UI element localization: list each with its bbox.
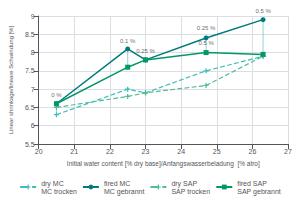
svg-text:Initial water content [% dry b: Initial water content [% dry base]/Anfan… [67, 160, 260, 168]
svg-text:9: 9 [31, 13, 35, 20]
svg-text:6: 6 [31, 122, 35, 129]
svg-text:26: 26 [248, 148, 256, 155]
svg-text:5.5: 5.5 [25, 141, 35, 148]
svg-text:20: 20 [35, 148, 43, 155]
svg-text:fired MC: fired MC [104, 180, 130, 187]
svg-text:8.5: 8.5 [25, 31, 35, 38]
svg-text:23: 23 [142, 148, 150, 155]
svg-text:Linear shrinkage/lineare Schwi: Linear shrinkage/lineare Schwindung [%] [8, 25, 14, 134]
svg-text:MC trocken: MC trocken [41, 188, 77, 195]
svg-text:6.5: 6.5 [25, 104, 35, 111]
svg-text:dry MC: dry MC [41, 180, 64, 188]
svg-text:SAP trocken: SAP trocken [171, 188, 210, 195]
svg-text:8: 8 [31, 49, 35, 56]
svg-text:0.1 %: 0.1 % [120, 38, 136, 44]
svg-text:7: 7 [31, 86, 35, 93]
svg-text:0.5 %: 0.5 % [198, 40, 214, 46]
svg-text:27: 27 [284, 148, 292, 155]
svg-text:0 %: 0 % [51, 92, 62, 98]
svg-text:MC gebrannt: MC gebrannt [104, 188, 145, 196]
svg-text:21: 21 [70, 148, 78, 155]
svg-text:SAP gebrannt: SAP gebrannt [237, 188, 281, 196]
svg-text:0.5 %: 0.5 % [255, 8, 271, 14]
svg-text:dry SAP: dry SAP [171, 180, 197, 188]
svg-text:25: 25 [213, 148, 221, 155]
svg-text:24: 24 [177, 148, 185, 155]
svg-text:7.5: 7.5 [25, 67, 35, 74]
svg-text:fired SAP: fired SAP [237, 180, 267, 187]
svg-text:0.25 %: 0.25 % [136, 48, 155, 54]
svg-text:22: 22 [106, 148, 114, 155]
svg-text:0.25 %: 0.25 % [197, 25, 216, 31]
